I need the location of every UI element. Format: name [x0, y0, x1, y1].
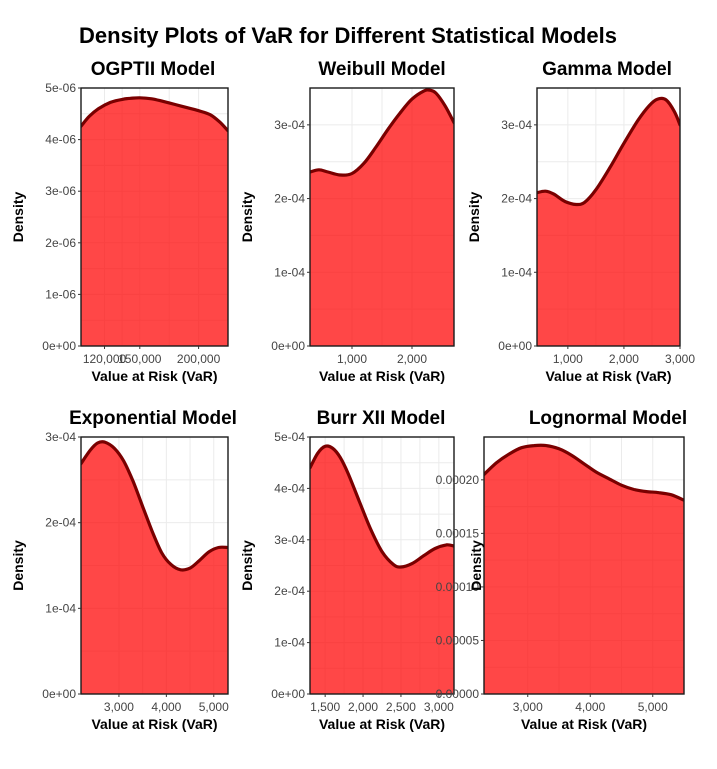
panel-title: Burr XII Model — [317, 408, 446, 429]
panel-border — [483, 436, 685, 695]
y-tick-label: 0e+00 — [42, 687, 76, 701]
y-tick-label: 2e-04 — [501, 192, 532, 206]
x-axis-label: Value at Risk (VaR) — [319, 368, 445, 384]
density-curve — [81, 440, 228, 572]
density-curve — [537, 96, 680, 207]
x-tick-label: 2,000 — [609, 352, 639, 366]
x-tick-label: 4,000 — [575, 700, 605, 714]
x-tick-label: 1,000 — [337, 352, 367, 366]
y-axis-label: Density — [239, 540, 255, 591]
density-plot — [310, 444, 454, 694]
density-curve — [484, 443, 684, 502]
panel-5: Burr XII Model 0e+00 1e-04 2e-04 3e-04 4e-04 5… — [239, 408, 455, 732]
x-tick-label: 3,000 — [104, 700, 134, 714]
y-tick-label: 2e-04 — [45, 516, 76, 530]
density-area — [310, 445, 454, 694]
x-tick-label: 150,000 — [118, 352, 162, 366]
y-tick-label: 3e-04 — [274, 118, 305, 132]
density-area — [537, 98, 680, 346]
y-tick-label: 1e-06 — [45, 287, 76, 301]
density-area — [81, 441, 228, 694]
y-tick-label: 2e-04 — [274, 584, 305, 598]
panel-3: Gamma Model 0e+00 1e-04 2e-04 3e-04 1,000 2,00… — [466, 59, 695, 384]
panel-border — [536, 87, 681, 347]
density-curve — [310, 444, 454, 569]
y-tick-label: 3e-04 — [501, 118, 532, 132]
x-tick-label: 2,000 — [348, 700, 378, 714]
figure-title: Density Plots of VaR for Different Stati… — [79, 23, 617, 48]
y-axis-label: Density — [10, 192, 26, 243]
density-area — [484, 445, 684, 694]
y-tick-label: 0.00015 — [436, 526, 480, 540]
x-axis-label: Value at Risk (VaR) — [521, 716, 647, 732]
density-area — [310, 89, 454, 346]
y-tick-label: 1e-04 — [501, 265, 532, 279]
y-tick-label: 3e-04 — [45, 430, 76, 444]
x-axis-label: Value at Risk (VaR) — [91, 368, 217, 384]
panel-1: OGPTII Model 0e+00 1e-06 2e-06 3e-06 4e-06 5e-… — [10, 59, 229, 384]
y-axis-label: Density — [466, 192, 482, 243]
y-tick-label: 5e-06 — [45, 81, 76, 95]
x-tick-label: 3,000 — [513, 700, 543, 714]
y-tick-label: 2e-06 — [45, 236, 76, 250]
y-tick-label: 1e-04 — [45, 601, 76, 615]
y-tick-label: 0e+00 — [271, 339, 305, 353]
y-tick-label: 3e-04 — [274, 533, 305, 547]
y-tick-label: 2e-04 — [274, 192, 305, 206]
panel-title: Lognormal Model — [529, 408, 687, 429]
x-tick-label: 200,000 — [177, 352, 221, 366]
y-tick-label: 0e+00 — [271, 687, 305, 701]
x-axis-label: Value at Risk (VaR) — [319, 716, 445, 732]
x-axis-label: Value at Risk (VaR) — [545, 368, 671, 384]
density-plot — [81, 440, 228, 694]
y-axis-label: Density — [468, 540, 484, 591]
panel-title: Gamma Model — [542, 59, 672, 80]
x-tick-label: 4,000 — [151, 700, 181, 714]
x-tick-label: 2,500 — [386, 700, 416, 714]
x-tick-label: 1,500 — [310, 700, 340, 714]
panel-title: OGPTII Model — [91, 59, 216, 80]
density-curve — [310, 88, 454, 177]
panel-4: Exponential Model 0e+00 1e-04 2e-04 3e-04 3,0… — [10, 408, 237, 732]
x-tick-label: 5,000 — [199, 700, 229, 714]
y-tick-label: 0.00000 — [436, 687, 480, 701]
y-tick-label: 0e+00 — [498, 339, 532, 353]
y-tick-label: 0.00010 — [436, 580, 480, 594]
x-tick-label: 2,000 — [397, 352, 427, 366]
x-tick-label: 3,000 — [665, 352, 695, 366]
panel-border — [309, 87, 455, 347]
density-plot — [537, 96, 680, 346]
panel-2: Weibull Model 0e+00 1e-04 2e-04 3e-04 1,000 2,… — [239, 59, 455, 384]
y-tick-label: 0e+00 — [42, 339, 76, 353]
y-tick-label: 3e-06 — [45, 184, 76, 198]
y-tick-label: 0.00020 — [436, 473, 480, 487]
density-area — [81, 97, 228, 346]
y-tick-label: 1e-04 — [274, 636, 305, 650]
density-plot — [484, 443, 684, 694]
y-axis-label: Density — [10, 540, 26, 591]
panel-6: Lognormal Model 0.00000 0.00005 0.00010 0.00… — [436, 408, 688, 732]
density-plot — [310, 88, 454, 346]
density-curve — [81, 96, 228, 133]
x-tick-label: 5,000 — [638, 700, 668, 714]
panel-title: Exponential Model — [69, 408, 237, 429]
x-tick-label: 1,000 — [553, 352, 583, 366]
x-axis-label: Value at Risk (VaR) — [91, 716, 217, 732]
density-plot — [81, 96, 228, 346]
y-tick-label: 4e-06 — [45, 133, 76, 147]
y-tick-label: 0.00005 — [436, 633, 480, 647]
panel-border — [309, 436, 455, 695]
y-tick-label: 5e-04 — [274, 430, 305, 444]
panel-title: Weibull Model — [318, 59, 445, 80]
panel-border — [80, 87, 229, 347]
x-tick-label: 120,000 — [83, 352, 127, 366]
y-tick-label: 4e-04 — [274, 481, 305, 495]
y-tick-label: 1e-04 — [274, 265, 305, 279]
panel-border — [80, 436, 229, 695]
x-tick-label: 3,000 — [424, 700, 454, 714]
y-axis-label: Density — [239, 192, 255, 243]
